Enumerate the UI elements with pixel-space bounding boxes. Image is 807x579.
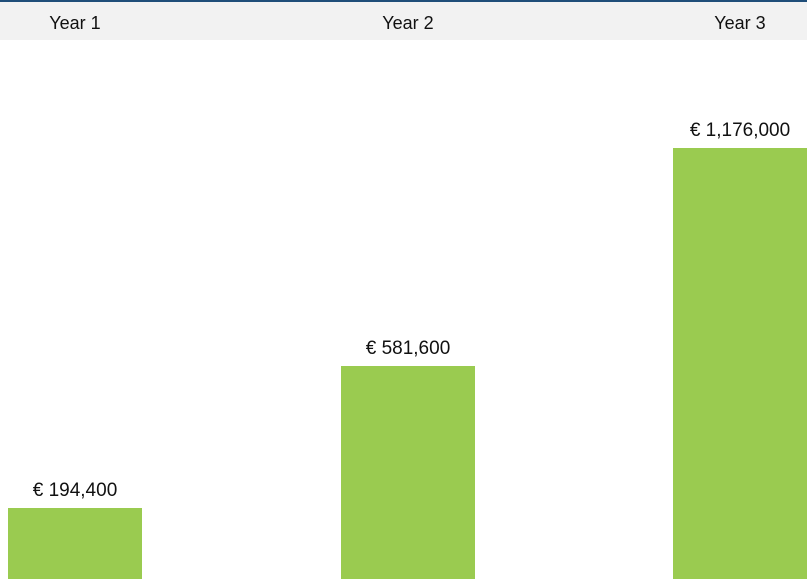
value-label-3: € 1,176,000 (689, 119, 791, 141)
bar-2 (341, 365, 475, 579)
category-label-2: Year 2 (382, 13, 434, 33)
value-label-1: € 194,400 (32, 479, 118, 501)
bar-1 (8, 507, 142, 579)
bar-3 (673, 147, 807, 579)
top-rule (0, 0, 807, 2)
category-label-3: Year 3 (714, 13, 766, 33)
category-label-1: Year 1 (49, 13, 101, 33)
value-label-2: € 581,600 (365, 337, 451, 359)
category-header-band (0, 2, 807, 40)
